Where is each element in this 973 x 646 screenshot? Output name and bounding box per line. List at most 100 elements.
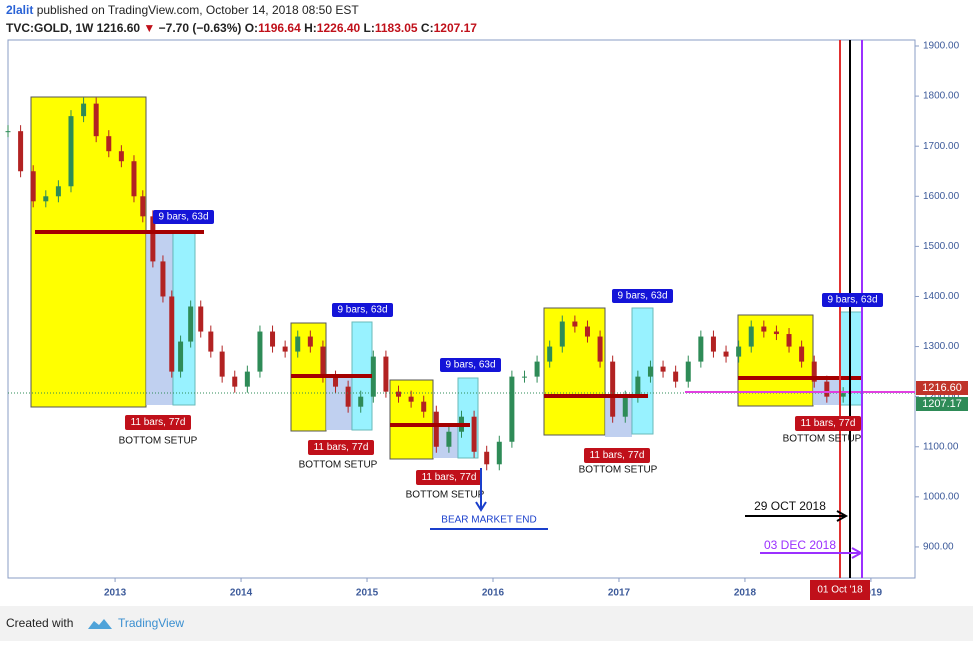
candle [647,366,653,377]
candle [610,361,616,417]
candle [219,351,225,377]
labels: 9 bars, 63d 9 bars, 63d 9 bars, 63d 9 bars,… [119,210,883,501]
x-tick-label: 2018 [734,588,757,599]
candle [840,393,846,397]
price-label-box [916,397,968,411]
logo [88,619,112,629]
x-tick-label: 2014 [230,588,253,599]
y-tick-label: 1600.00 [923,191,960,202]
setup-box [125,415,191,430]
candle [408,396,414,402]
setup-note: BOTTOM SETUP [579,465,658,476]
candle [471,416,477,452]
cycle-label: 9 bars, 63d [158,212,208,223]
candle [383,356,389,392]
footer [0,606,973,641]
candle [521,376,527,378]
cycle-label: 9 bars, 63d [827,295,877,306]
y-tick-label: 900.00 [923,542,954,553]
candle [421,401,427,412]
header-line: 2lalit published on TradingView.com, Oct… [6,3,359,17]
candle [748,326,754,347]
candle [622,396,628,417]
arrow [760,547,864,559]
candle [370,356,376,397]
candle [232,376,238,387]
candle [496,441,502,465]
candle [160,261,166,297]
x-tick-label: 2013 [104,588,127,599]
price-label: 1207.17 [922,398,962,410]
candle [509,376,515,442]
candle [282,346,288,352]
candle [169,296,175,372]
candle [18,131,24,172]
setup-box [795,416,861,431]
candle [5,131,11,133]
candle [811,361,817,382]
axes: 900.00 1000.00 1100.00 1200.00 1300.00 1400.0… [104,41,960,599]
l-label: L: [364,21,375,35]
high: 1226.40 [317,21,361,35]
candle [140,196,146,217]
setup-note: BOTTOM SETUP [299,460,378,471]
cursor-date-box [810,580,870,600]
symbol-line: TVC:GOLD, 1W 1216.60 ▼ −7.70 (−0.63%) O:… [6,21,477,35]
candle [547,346,553,362]
note: BEAR MARKET END [441,515,536,526]
setup-label: 11 bars, 77d [131,417,186,428]
setup-box [416,470,482,485]
arrow [745,510,849,522]
cycle-box [332,303,393,317]
user[interactable]: 2lalit [6,3,33,17]
candle [710,336,716,352]
x-tick-label: 2015 [356,588,379,599]
candle [320,346,326,377]
setup-note: BOTTOM SETUP [406,490,485,501]
candle [534,361,540,377]
candle [635,376,641,397]
candle [81,103,87,117]
published: published on TradingView.com, October 14… [37,3,360,17]
x-tick-label: 2019 [860,588,883,599]
candle [244,371,250,387]
candle [150,216,156,262]
shade [605,396,632,437]
candle [786,334,792,347]
candle [188,306,194,342]
open: 1196.64 [258,21,301,35]
arrow [475,468,487,512]
footer-text: Created with [6,616,73,630]
setup-box [584,448,650,463]
candle [358,396,364,407]
candle [295,336,301,352]
candle [584,326,590,337]
y-tick-label: 1900.00 [923,41,960,52]
yellow-box [30,96,147,408]
y-tick-label: 1800.00 [923,91,960,102]
setup-label: 11 bars, 77d [590,450,645,461]
candle [131,161,137,197]
cursor-date: 01 Oct '18 [817,585,863,596]
candle [307,336,313,347]
y-tick-label: 1700.00 [923,141,960,152]
candle [345,386,351,407]
candle [30,171,36,202]
y-tick-label: 1400.00 [923,291,960,302]
setup-note: BOTTOM SETUP [119,436,198,447]
y-tick-label: 1500.00 [923,241,960,252]
candle [773,331,779,335]
change: −7.70 (−0.63%) [159,21,242,35]
price-label-box [916,381,968,395]
cycle-box [612,289,673,303]
o-label: O: [245,21,258,35]
candle [446,431,452,447]
candle [736,346,742,357]
candle [572,321,578,327]
brand[interactable]: TradingView [118,616,184,630]
setup-note: BOTTOM SETUP [783,434,862,445]
y-tick-label: 1000.00 [923,491,960,502]
last: 1216.60 [97,21,141,35]
candle [333,376,339,387]
